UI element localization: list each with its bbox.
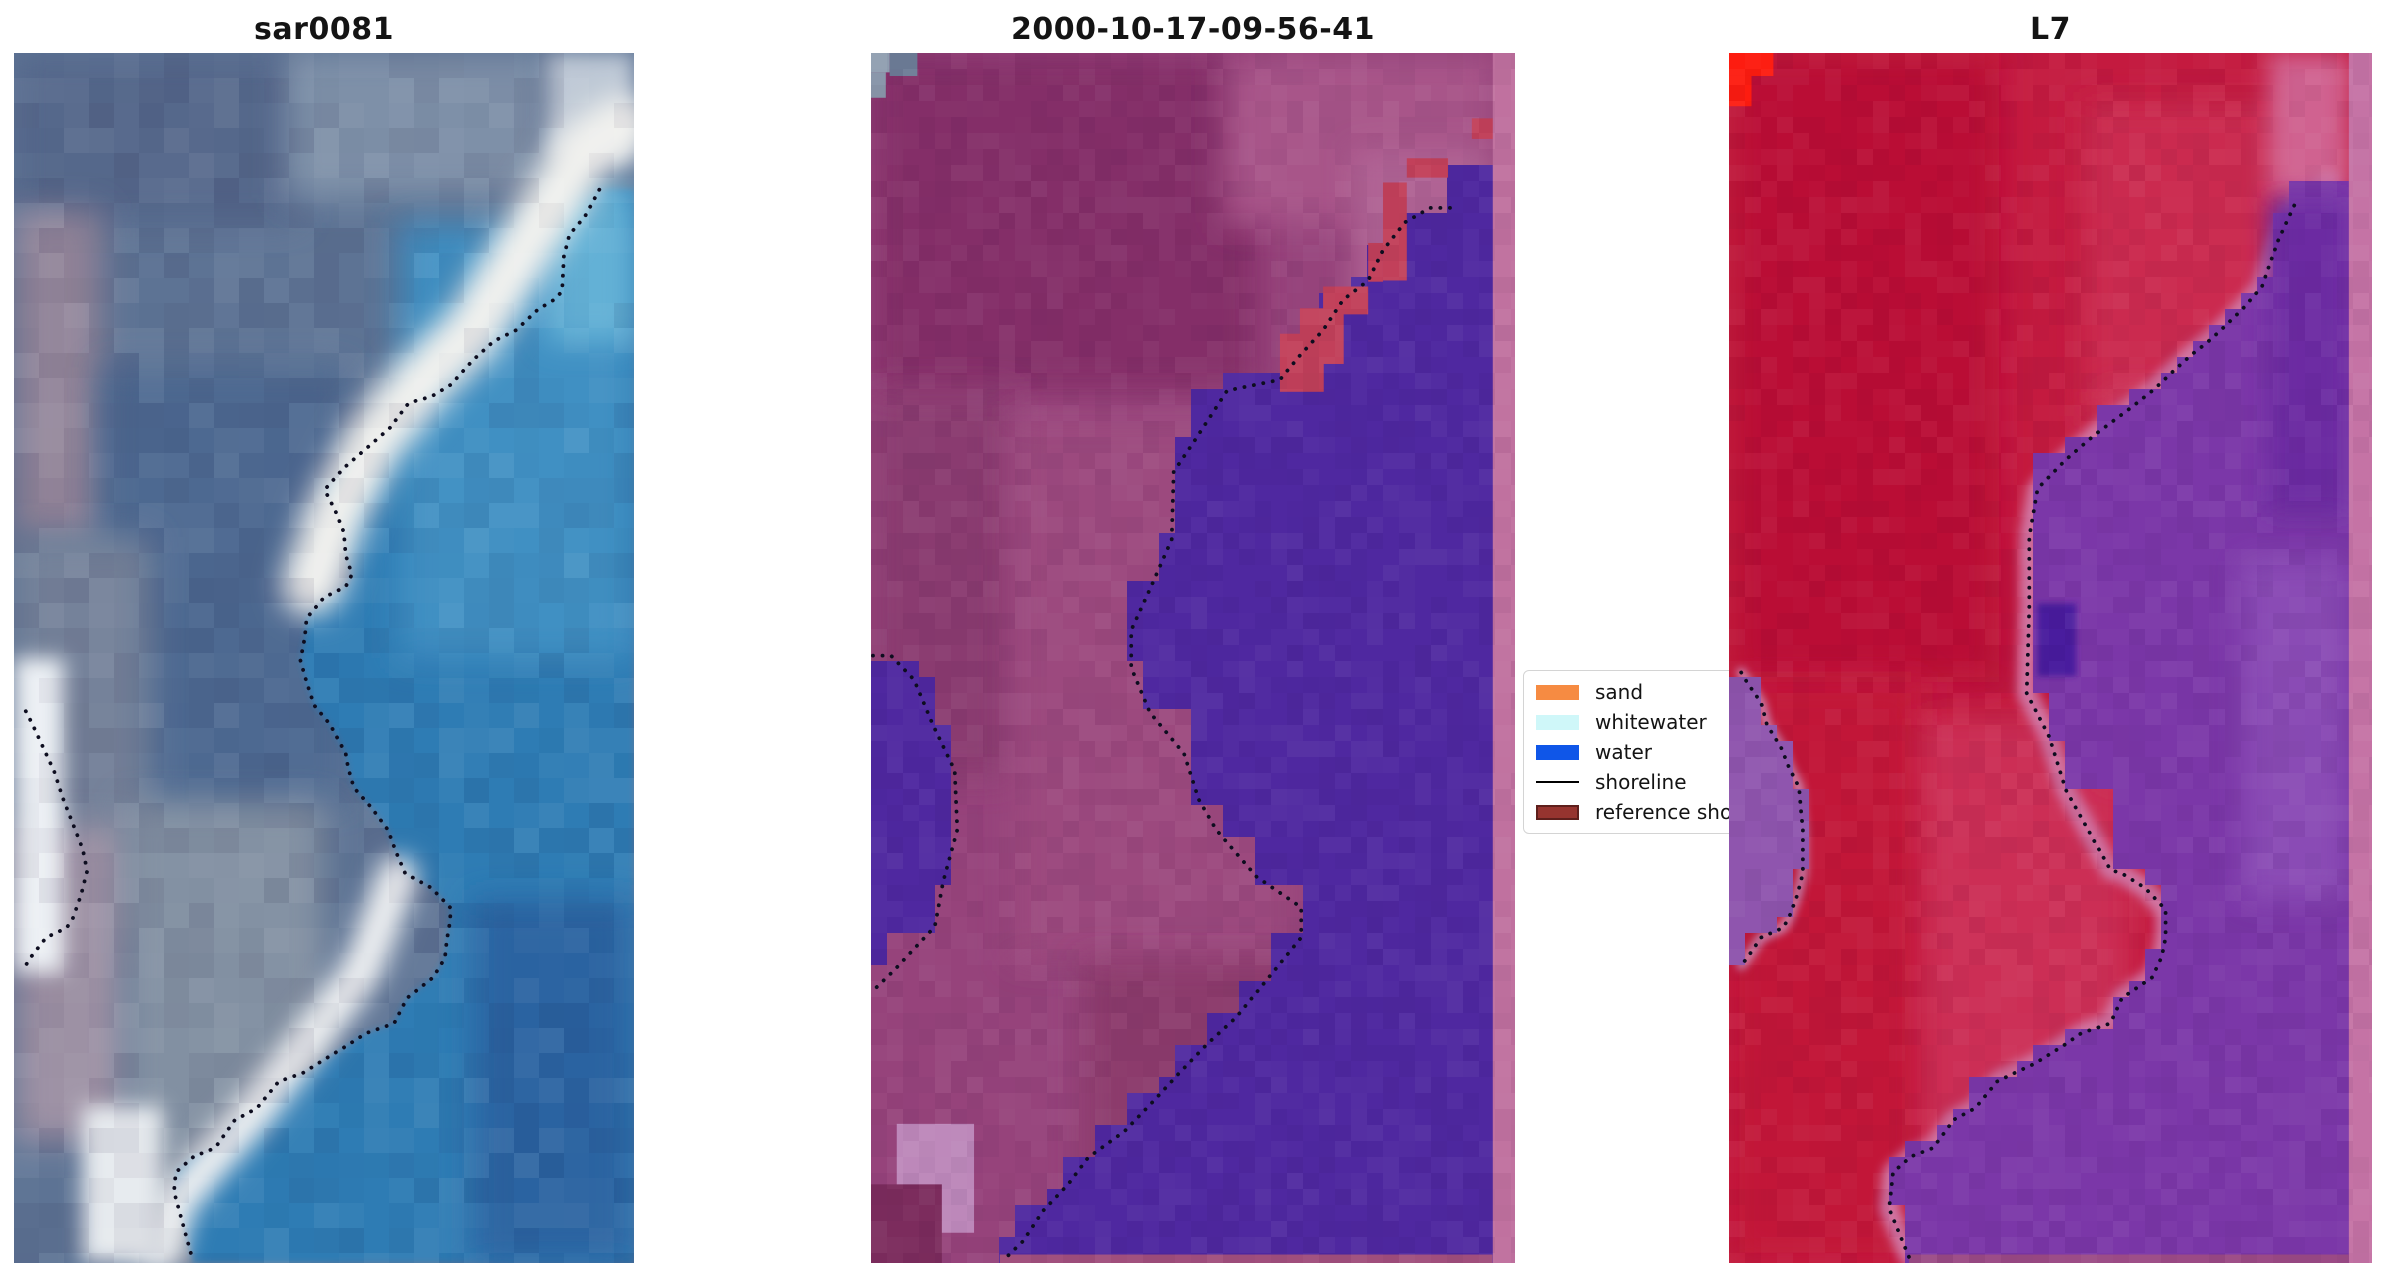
panel-l7: L7: [1729, 10, 2372, 1263]
legend-label-water: water: [1595, 740, 1652, 764]
panel-title-l7: L7: [2030, 12, 2071, 47]
water-swatch-icon: [1536, 744, 1579, 760]
l7-satellite-image: [1729, 53, 2372, 1263]
panel-title-sar0081: sar0081: [254, 12, 394, 47]
whitewater-swatch-icon: [1536, 714, 1579, 730]
legend-label-sand: sand: [1595, 680, 1644, 704]
legend-label-whitewater: whitewater: [1595, 710, 1707, 734]
panel-2000-10-17-09-56-41: 2000-10-17-09-56-41: [871, 10, 1515, 1263]
shoreline-line-icon: [1536, 781, 1579, 783]
panel-sar0081: sar0081: [14, 10, 634, 1263]
legend-row-sand: sand: [1536, 677, 1750, 707]
legend-label-shoreline: shoreline: [1595, 770, 1687, 794]
sar0081-satellite-image: [14, 53, 634, 1263]
reference-shoreline-swatch-icon: [1536, 804, 1579, 820]
legend-row-water: water: [1536, 737, 1750, 767]
legend-row-whitewater: whitewater: [1536, 707, 1750, 737]
legend: sand whitewater water shoreline referenc…: [1523, 670, 1788, 834]
legend-row-shoreline: shoreline: [1536, 767, 1750, 797]
sand-swatch-icon: [1536, 684, 1579, 700]
classified-satellite-image: [871, 53, 1515, 1263]
panel-title-date: 2000-10-17-09-56-41: [1011, 12, 1375, 47]
legend-row-reference-shoreline: reference shoreline: [1536, 797, 1788, 827]
